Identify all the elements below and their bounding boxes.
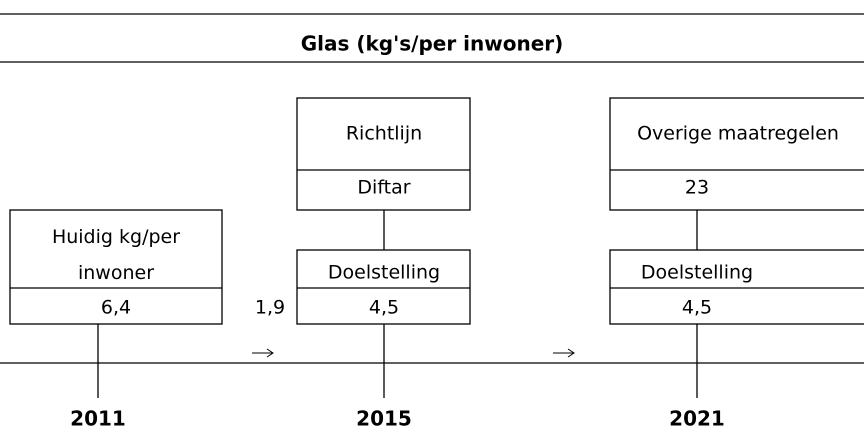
year: 2021 xyxy=(669,407,725,431)
box xyxy=(609,249,864,325)
measure-label: Overige maatregelen xyxy=(637,123,839,145)
box xyxy=(9,209,223,325)
box xyxy=(609,97,864,211)
box-value: 4,5 xyxy=(369,297,399,319)
box-label: Doelstelling xyxy=(641,262,753,284)
measure-label: Richtlijn xyxy=(346,123,422,145)
measure-value: Diftar xyxy=(357,177,410,199)
year: 2011 xyxy=(70,407,126,431)
year: 2015 xyxy=(356,407,412,431)
box-value: 6,4 xyxy=(101,297,131,319)
box-value: 4,5 xyxy=(682,297,712,319)
box-label: Huidig kg/per inwoner xyxy=(52,226,180,284)
measure-value: 23 xyxy=(685,177,709,199)
change: 1,9 xyxy=(255,297,285,319)
box-label: Doelstelling xyxy=(328,262,440,284)
arrow xyxy=(252,348,274,358)
arrow xyxy=(553,348,575,358)
title: Glas (kg's/per inwoner) xyxy=(301,32,564,56)
